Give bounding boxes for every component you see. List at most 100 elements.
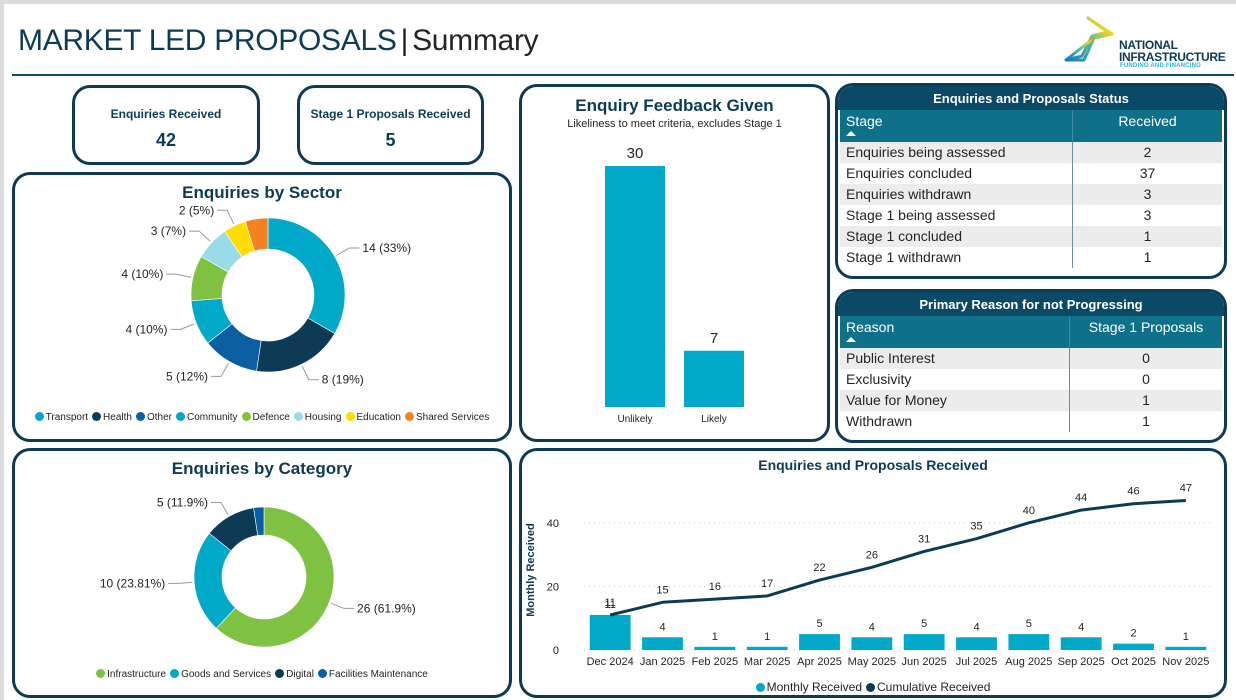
donut-leader-line — [217, 209, 235, 225]
x-tick-label: Sep 2025 — [1058, 656, 1105, 668]
line-data-label: 47 — [1180, 483, 1192, 495]
status-table-header: Stage Received — [840, 110, 1222, 142]
reason-table-cell-label: Public Interest — [846, 350, 935, 366]
sector-donut-chart: 14 (33%) 8 (19%) 5 (12%) 4 (10%) 4 (10%) 3 (7… — [121, 205, 411, 387]
legend-item[interactable]: Monthly Received — [755, 680, 862, 694]
line-data-label: 16 — [709, 581, 721, 593]
legend-dot-icon — [345, 412, 355, 421]
reason-table-cell-label: Exclusivity — [846, 371, 912, 387]
bar-data-label: 1 — [712, 631, 718, 643]
donut-data-label: 2 (5%) — [179, 205, 214, 217]
legend-item[interactable]: Shared Services — [404, 412, 489, 423]
legend-item[interactable]: Goods and Services — [170, 669, 271, 680]
legend-item[interactable]: Digital — [275, 669, 314, 680]
bar-data-label: 5 — [816, 618, 822, 630]
feedback-chart-subtitle: Likeliness to meet criteria, excludes St… — [567, 118, 782, 130]
received-combo-card: Enquiries and Proposals Received 0 20 40 Mo… — [519, 448, 1227, 698]
logo-mark-icon — [1064, 16, 1114, 62]
bar-data-label: 4 — [869, 621, 875, 633]
feedback-bar-chart: 30 Unlikely 7 Likely — [605, 145, 744, 425]
column-header-received[interactable]: Received — [1072, 110, 1222, 142]
donut-data-label: 3 (7%) — [151, 224, 186, 238]
nif-logo: NATIONAL INFRASTRUCTURE FUNDING AND FINA… — [1064, 14, 1236, 74]
received-legend: Monthly Received Cumulative Received — [522, 680, 1224, 694]
legend-item[interactable]: Education — [345, 412, 401, 423]
legend-dot-icon — [404, 412, 414, 421]
donut-leader-line — [301, 365, 319, 381]
kpi-value: 5 — [385, 130, 396, 150]
page-title-sub: Summary — [412, 24, 539, 57]
reason-table: Reason Stage 1 Proposals Public Interest… — [840, 316, 1222, 432]
line-data-label: 15 — [656, 584, 668, 596]
monthly-bar — [746, 646, 788, 650]
received-chart-title: Enquiries and Proposals Received — [758, 457, 988, 473]
status-table-body: Enquiries being assessed 2 Enquiries concl… — [840, 142, 1222, 268]
title-separator: | — [400, 24, 409, 57]
donut-leader-line — [170, 323, 195, 330]
logo-text-line2: INFRASTRUCTURE — [1119, 50, 1226, 64]
legend-dot-icon — [866, 683, 875, 692]
kpi-value: 42 — [155, 130, 177, 150]
legend-label: Cumulative Received — [877, 680, 991, 694]
monthly-bar — [956, 637, 997, 650]
line-data-label: 44 — [1075, 492, 1087, 504]
category-donut-chart: 26 (61.9%) 10 (23.81%) 5 (11.9%) — [100, 496, 416, 648]
legend-item[interactable]: Defence — [241, 412, 290, 423]
window-top-strip — [0, 0, 1236, 4]
bar-data-label: 1 — [1183, 631, 1189, 643]
legend-item[interactable]: Community — [175, 412, 238, 423]
column-header-reason[interactable]: Reason — [840, 316, 1069, 348]
x-tick-label: Jul 2025 — [956, 656, 998, 668]
x-tick-label: Dec 2024 — [587, 656, 634, 668]
status-table-cell-value: 3 — [1072, 205, 1222, 226]
legend-item[interactable]: Infrastructure — [96, 669, 166, 680]
reason-table-row: Withdrawn 1 — [840, 411, 1222, 432]
bar-data-label: 30 — [627, 145, 644, 162]
line-data-label: 11 — [604, 597, 615, 609]
sort-ascending-icon — [846, 131, 856, 136]
x-tick-label: Jan 2025 — [640, 656, 685, 668]
bar-data-label: 5 — [921, 618, 927, 630]
bar-data-label: 2 — [1130, 628, 1136, 640]
legend-item[interactable]: Housing — [293, 412, 342, 423]
legend-label: Facilities Maintenance — [328, 669, 428, 680]
kpi-stage1-proposals: Stage 1 Proposals Received 5 — [297, 85, 484, 165]
legend-dot-icon — [34, 412, 44, 421]
reason-table-body: Public Interest 0 Exclusivity 0 Value for Mo… — [840, 348, 1222, 432]
legend-item[interactable]: Health — [92, 412, 132, 423]
x-tick-label: Mar 2025 — [744, 656, 790, 668]
monthly-bar — [851, 637, 893, 650]
reason-table-cell-label: Value for Money — [846, 392, 947, 408]
line-data-label: 26 — [866, 549, 878, 561]
line-data-label: 40 — [1023, 505, 1035, 517]
bar-unlikely — [605, 166, 665, 407]
donut-leader-line — [189, 230, 211, 242]
y-axis-title: Monthly Received — [525, 523, 537, 617]
status-table-cell-label: Enquiries withdrawn — [846, 186, 972, 202]
bar-likely — [684, 350, 744, 407]
x-tick-label: Jun 2025 — [902, 656, 947, 668]
status-table-row: Enquiries withdrawn 3 — [840, 184, 1222, 205]
legend-dot-icon — [241, 412, 251, 421]
legend-dot-icon — [293, 412, 303, 421]
legend-item[interactable]: Cumulative Received — [866, 680, 990, 694]
column-header-stage1-proposals[interactable]: Stage 1 Proposals — [1069, 316, 1222, 348]
donut-data-label: 4 (10%) — [121, 267, 163, 281]
donut-data-label: 8 (19%) — [322, 373, 364, 387]
status-table-cell-value: 1 — [1072, 226, 1222, 247]
legend-item[interactable]: Other — [135, 412, 172, 423]
status-table-row: Stage 1 concluded 1 — [840, 226, 1222, 247]
status-table-cell-label: Enquiries being assessed — [846, 144, 1006, 160]
legend-item[interactable]: Transport — [34, 412, 88, 423]
status-table-card: Enquiries and Proposals Status Stage Rec… — [835, 83, 1227, 279]
cumulative-line — [609, 499, 1186, 617]
monthly-bar — [903, 634, 945, 650]
status-table-cell-value: 3 — [1072, 184, 1222, 205]
donut-slice-infrastructure — [215, 506, 335, 648]
column-header-stage[interactable]: Stage — [840, 110, 1072, 142]
monthly-bar — [1165, 646, 1207, 650]
legend-label: Community — [186, 412, 238, 423]
status-table-cell-value: 1 — [1072, 247, 1222, 268]
legend-item[interactable]: Facilities Maintenance — [317, 669, 428, 680]
logo-text-line3: FUNDING AND FINANCING — [1120, 63, 1201, 69]
